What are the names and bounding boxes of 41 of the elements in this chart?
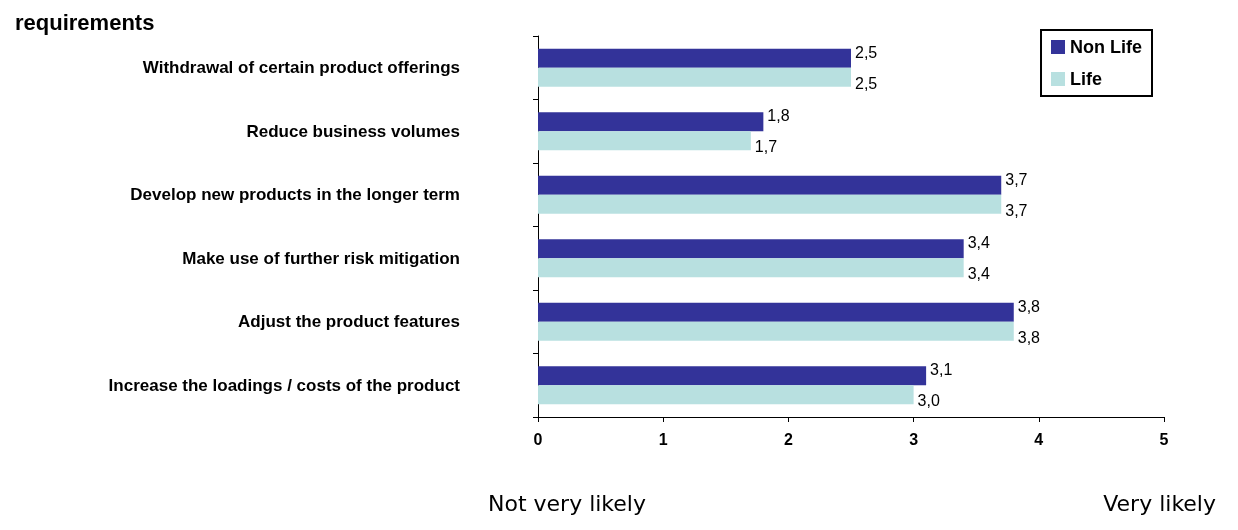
text: Not very likely xyxy=(488,490,646,516)
data-label: 3,8 xyxy=(1017,297,1041,315)
bar xyxy=(538,112,764,132)
text: Very likely xyxy=(1103,490,1217,516)
legend-label: Life xyxy=(1070,69,1103,89)
data-label: 3,4 xyxy=(967,234,991,252)
data-label: 3,7 xyxy=(1005,170,1028,188)
bar xyxy=(538,366,927,386)
data-label: 3,1 xyxy=(930,361,953,379)
data-label: 1,7 xyxy=(754,138,778,156)
data-label: 3,4 xyxy=(967,265,991,283)
x-tick-label: 1 xyxy=(658,430,668,448)
legend-label: Non Life xyxy=(1070,37,1143,57)
bar xyxy=(538,67,851,87)
bar xyxy=(538,258,964,278)
y-tick-label: Make use of further risk mitigation xyxy=(182,248,460,268)
x-tick-label: 5 xyxy=(1159,430,1169,448)
x-tick-label: 2 xyxy=(783,430,793,448)
y-tick-label: Withdrawal of certain product offerings xyxy=(142,58,460,78)
bar xyxy=(538,48,851,68)
y-tick-label: Adjust the product features xyxy=(238,312,460,332)
data-label: 3,0 xyxy=(917,392,940,410)
bar xyxy=(538,385,914,405)
bar xyxy=(538,302,1014,322)
x-tick-label: 0 xyxy=(533,430,543,448)
bar xyxy=(538,175,1002,195)
y-tick-label: Develop new products in the longer term xyxy=(130,185,460,205)
data-label: 1,8 xyxy=(767,107,790,125)
data-label: 3,7 xyxy=(1005,201,1028,219)
data-label: 2,5 xyxy=(855,74,878,92)
bar xyxy=(538,194,1002,214)
x-tick-label: 4 xyxy=(1034,430,1044,448)
y-tick-label: Increase the loadings / costs of the product xyxy=(108,375,461,395)
bar xyxy=(538,131,751,151)
text: requirements xyxy=(15,9,155,35)
data-label: 2,5 xyxy=(855,43,878,61)
x-tick-label: 3 xyxy=(909,430,919,448)
y-tick-label: Reduce business volumes xyxy=(246,121,460,141)
bar xyxy=(538,239,964,259)
data-label: 3,8 xyxy=(1017,328,1041,346)
bar xyxy=(538,321,1014,341)
